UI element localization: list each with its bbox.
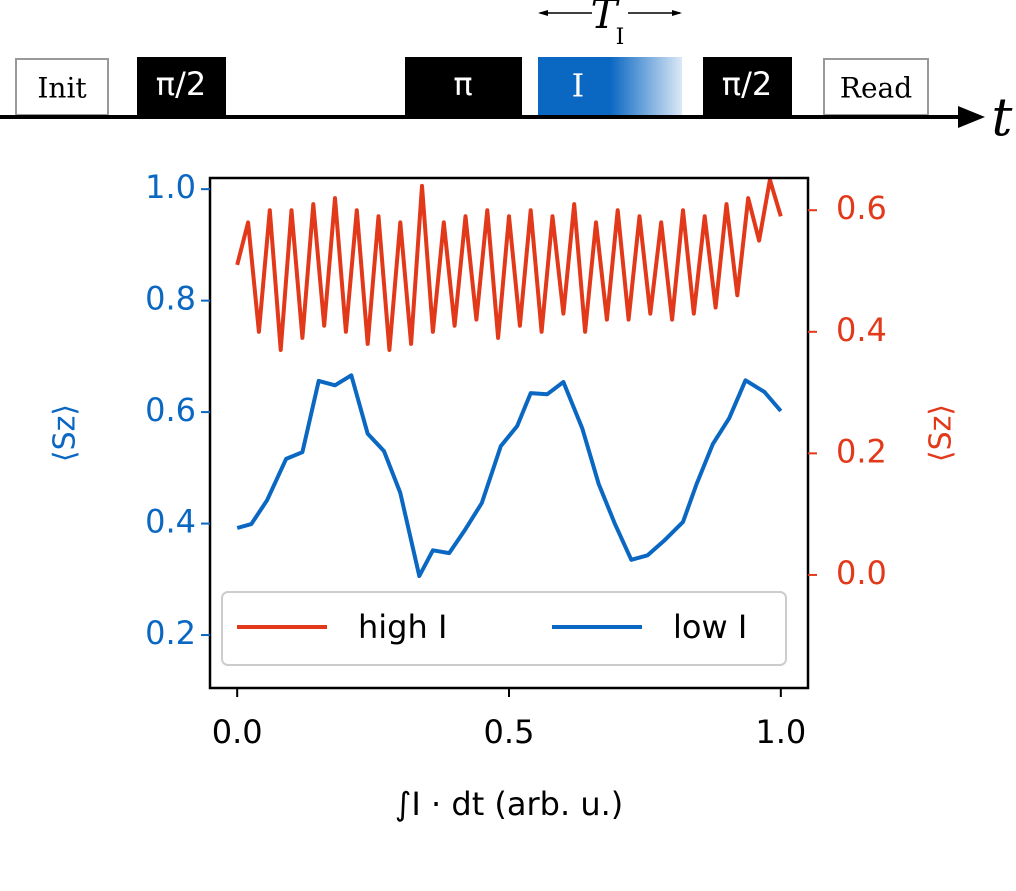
series-line (235, 177, 783, 352)
duration-subscript: I (616, 25, 625, 50)
y2-axis-label: ⟨Sz⟩ (924, 404, 959, 462)
y-tick-label: 0.4 (145, 503, 196, 541)
time-label: t (992, 89, 1013, 149)
duration-symbol: T (591, 0, 621, 38)
half-pi-label: π/2 (722, 65, 772, 103)
init-box (15, 58, 109, 116)
current-box (538, 57, 682, 115)
x-tick-label: 0.0 (212, 713, 263, 751)
pulse-sequence: Init π/2 π I π/2 Read t T I (0, 0, 1013, 149)
y2-tick-label: 0.0 (836, 554, 887, 592)
time-arrow (958, 106, 985, 128)
y2-tick-label: 0.6 (836, 189, 887, 227)
x-tick-label: 0.5 (484, 713, 535, 751)
y2-tick-label: 0.4 (836, 311, 887, 349)
read-label: Read (840, 72, 912, 105)
half-pi-box (703, 57, 792, 115)
legend-box (221, 591, 787, 666)
series-line (236, 373, 783, 578)
y-tick-label: 1.0 (145, 168, 196, 206)
legend-label: high I (358, 608, 447, 646)
duration-arrow-head (672, 10, 682, 16)
y-tick-label: 0.8 (145, 280, 196, 318)
legend-label: low I (673, 608, 747, 646)
y-axis-label: ⟨Sz⟩ (48, 404, 83, 462)
init-label: Init (37, 72, 87, 105)
pi-box (405, 57, 522, 115)
current-label: I (572, 67, 585, 105)
legend: high I low I (221, 591, 787, 666)
x-tick-label: 1.0 (755, 713, 806, 751)
y2-tick-label: 0.2 (836, 432, 887, 470)
plot: 0.0 0.5 1.0 0.2 0.4 0.6 0.8 1.0 0.0 0.2 0.4 0.6 ∫I ·… (48, 168, 959, 823)
duration-arrow-head (538, 10, 548, 16)
y-tick-label: 0.2 (145, 614, 196, 652)
pi-label: π (453, 65, 472, 103)
half-pi-label: π/2 (156, 65, 206, 103)
x-axis-label: ∫I · dt (arb. u.) (395, 785, 624, 823)
half-pi-box (137, 57, 226, 115)
y-tick-label: 0.6 (145, 391, 196, 429)
